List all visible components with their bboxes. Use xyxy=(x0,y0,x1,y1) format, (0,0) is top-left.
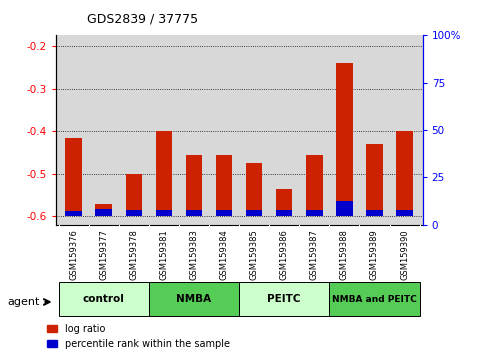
Text: GSM159383: GSM159383 xyxy=(189,229,199,280)
Bar xyxy=(96,209,112,216)
Text: control: control xyxy=(83,294,125,304)
Bar xyxy=(239,282,329,316)
Bar xyxy=(96,204,112,216)
Bar xyxy=(396,131,413,216)
Bar xyxy=(216,210,232,216)
Text: GSM159385: GSM159385 xyxy=(250,229,258,280)
Bar xyxy=(396,210,413,216)
Text: GSM159387: GSM159387 xyxy=(310,229,319,280)
Text: GDS2839 / 37775: GDS2839 / 37775 xyxy=(87,12,198,25)
Text: NMBA and PEITC: NMBA and PEITC xyxy=(332,295,417,304)
Legend: log ratio, percentile rank within the sample: log ratio, percentile rank within the sa… xyxy=(43,320,234,353)
Bar xyxy=(366,210,383,216)
Bar xyxy=(276,210,293,216)
Bar xyxy=(156,210,172,216)
Text: GSM159386: GSM159386 xyxy=(280,229,289,280)
Bar xyxy=(149,282,239,316)
Text: GSM159376: GSM159376 xyxy=(69,229,78,280)
Bar xyxy=(216,155,232,216)
Bar xyxy=(366,144,383,216)
Bar xyxy=(336,201,353,216)
Bar xyxy=(126,174,142,216)
Text: NMBA: NMBA xyxy=(176,294,212,304)
Text: GSM159381: GSM159381 xyxy=(159,229,169,280)
Bar xyxy=(276,189,293,216)
Text: GSM159389: GSM159389 xyxy=(370,229,379,280)
Text: GSM159377: GSM159377 xyxy=(99,229,108,280)
Bar xyxy=(246,163,262,216)
Text: GSM159384: GSM159384 xyxy=(220,229,228,280)
Bar xyxy=(329,282,420,316)
Bar xyxy=(185,210,202,216)
Bar xyxy=(246,210,262,216)
Bar xyxy=(306,155,323,216)
Bar xyxy=(65,138,82,216)
Bar xyxy=(65,211,82,216)
Text: PEITC: PEITC xyxy=(268,294,301,304)
Bar xyxy=(336,63,353,216)
Bar xyxy=(58,282,149,316)
Bar xyxy=(185,155,202,216)
Text: agent: agent xyxy=(7,297,40,307)
Bar xyxy=(126,210,142,216)
Bar xyxy=(306,210,323,216)
Text: GSM159390: GSM159390 xyxy=(400,229,409,280)
Bar xyxy=(156,131,172,216)
Text: GSM159378: GSM159378 xyxy=(129,229,138,280)
Text: GSM159388: GSM159388 xyxy=(340,229,349,280)
